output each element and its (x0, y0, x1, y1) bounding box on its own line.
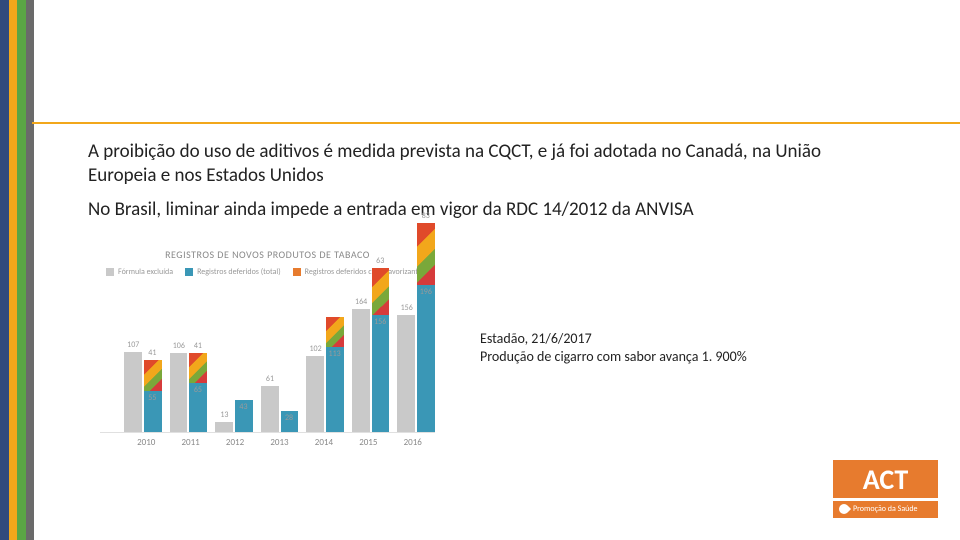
bar-blue (417, 223, 435, 432)
bar-group: 6128 (261, 283, 299, 432)
bar-group: 102113 (306, 283, 344, 432)
bar-blue (372, 268, 390, 432)
logo-subtitle: Promoção da Saúde (833, 501, 938, 518)
side-stripe (9, 0, 18, 540)
chart-xaxis: 2010201120122013201420152016 (100, 437, 435, 448)
chart-caption: Estadão, 21/6/2017 Produção de cigarro c… (480, 330, 747, 366)
bar-gray (306, 356, 324, 433)
bar-group: 4110755 (124, 283, 162, 432)
logo-main: ACT (833, 460, 938, 501)
paragraph-2: No Brasil, liminar ainda impede a entrad… (88, 198, 880, 222)
caption-text: Produção de cigarro com sabor avança 1. … (480, 348, 747, 366)
legend-swatch (293, 268, 301, 276)
xaxis-label: 2015 (346, 437, 390, 448)
leaf-icon (837, 502, 851, 516)
bar-gray (352, 309, 370, 432)
bar-group: 83156196 (397, 283, 435, 432)
side-stripe (26, 0, 35, 540)
chart: REGISTROS DE NOVOS PRODUTOS DE TABACO Fó… (100, 248, 435, 448)
chart-bars: 4110755411066513436128102113631641568315… (124, 283, 435, 432)
content-block: A proibição do uso de aditivos é medida … (88, 140, 880, 231)
xaxis-label: 2016 (391, 437, 435, 448)
bar-gray (170, 353, 188, 433)
side-stripe (0, 0, 9, 540)
legend-swatch (106, 268, 114, 276)
xaxis-label: 2012 (213, 437, 257, 448)
legend-swatch (185, 268, 193, 276)
bar-blue (326, 317, 344, 433)
bar-gray (397, 315, 415, 432)
bar-group: 63164156 (352, 283, 390, 432)
xaxis-label: 2014 (302, 437, 346, 448)
bar-group: 1343 (215, 283, 253, 432)
paragraph-1: A proibição do uso de aditivos é medida … (88, 140, 880, 188)
bar-gray (124, 352, 142, 432)
bar-gray (261, 386, 279, 432)
xaxis-label: 2010 (124, 437, 168, 448)
act-logo: ACT Promoção da Saúde (833, 460, 938, 518)
xaxis-label: 2013 (257, 437, 301, 448)
legend-label: Registros deferidos (total) (197, 267, 281, 277)
side-stripe (17, 0, 26, 540)
bar-gray (215, 422, 233, 432)
bar-group: 4110665 (170, 283, 208, 432)
legend-item: Registros deferidos (total) (185, 267, 281, 277)
legend-item: Registros deferidos com flavorizantes (293, 267, 425, 277)
legend-label: Registros deferidos com flavorizantes (305, 267, 425, 277)
legend-label: Fórmula excluída (118, 267, 173, 277)
caption-source: Estadão, 21/6/2017 (480, 330, 747, 348)
legend-item: Fórmula excluída (106, 267, 173, 277)
xaxis-label: 2011 (168, 437, 212, 448)
